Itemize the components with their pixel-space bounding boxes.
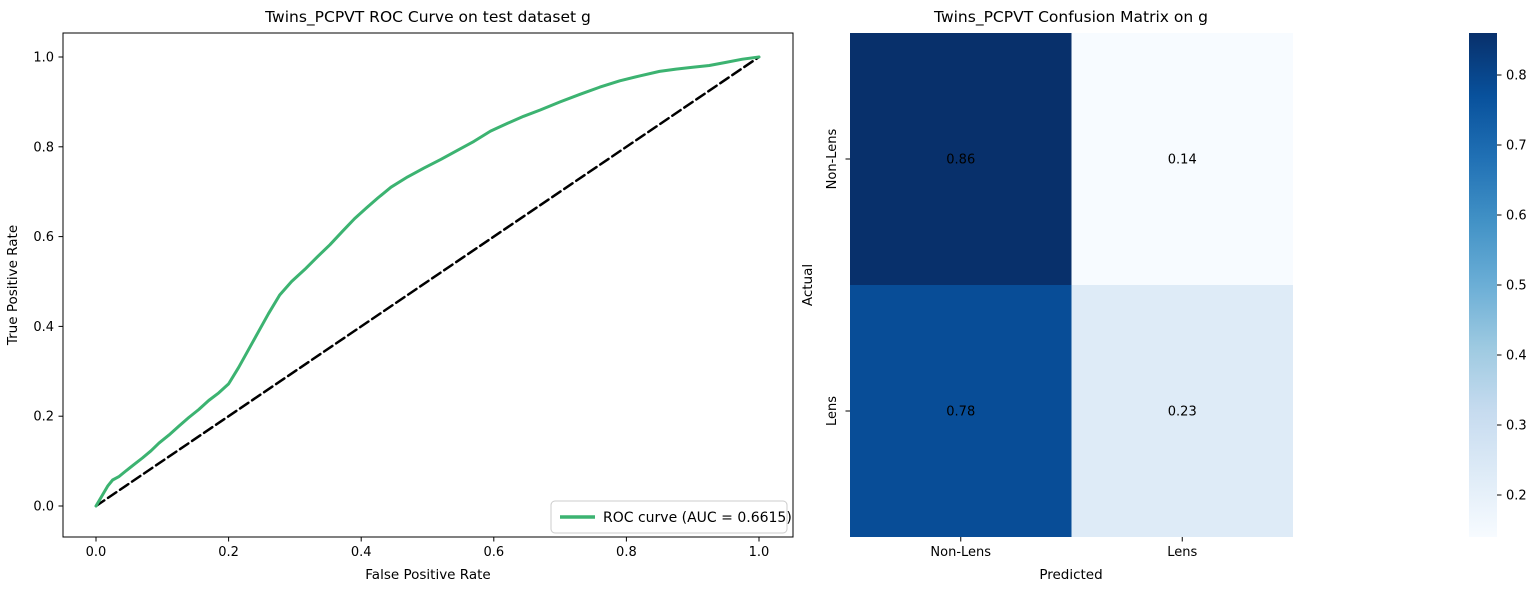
cm-title: Twins_PCPVT Confusion Matrix on g — [933, 8, 1208, 27]
y-tick-label: 0.4 — [33, 320, 54, 335]
colorbar-tick-label: 0.3 — [1506, 419, 1527, 434]
roc-y-ticks: 0.0 0.2 0.4 0.6 0.8 1.0 — [33, 51, 63, 515]
heatmap-cell — [850, 285, 1072, 537]
colorbar-tick-label: 0.6 — [1506, 209, 1527, 224]
y-tick-label: 0.6 — [33, 230, 54, 245]
roc-xlabel: False Positive Rate — [365, 567, 490, 583]
colorbar-tick-label: 0.4 — [1506, 349, 1527, 364]
x-tick-label: 0.6 — [483, 545, 504, 560]
roc-curve-line — [94, 55, 761, 508]
roc-series — [94, 55, 761, 508]
roc-legend: ROC curve (AUC = 0.6615) — [550, 500, 792, 534]
y-tick-label: 0.8 — [33, 140, 54, 155]
cm-y-tick-label: Non-Lens — [825, 128, 840, 189]
colorbar-tick-label: 0.5 — [1506, 279, 1527, 294]
legend-label: ROC curve (AUC = 0.6615) — [603, 510, 792, 526]
heatmap-cells: 0.86 0.14 0.78 0.23 — [850, 33, 1293, 537]
confusion-matrix-subplot: 0.86 0.14 0.78 0.23 Non-Lens Lens Non-Lens Le… — [800, 8, 1527, 583]
x-tick-label: 0.8 — [616, 545, 637, 560]
colorbar-tick-label: 0.7 — [1506, 139, 1527, 154]
y-tick-label: 1.0 — [33, 51, 54, 66]
heatmap-cell — [1071, 33, 1293, 285]
heatmap-cell-value: 0.78 — [946, 405, 975, 420]
cm-x-tick-label: Lens — [1167, 545, 1197, 560]
cm-x-tick-label: Non-Lens — [930, 545, 991, 560]
diagonal-reference-line — [94, 55, 761, 508]
cm-y-ticks: Non-Lens Lens — [825, 128, 850, 426]
heatmap-cell-value: 0.23 — [1168, 405, 1197, 420]
colorbar-tick-label: 0.2 — [1506, 489, 1527, 504]
heatmap-cell — [850, 33, 1072, 285]
y-tick-label: 0.0 — [33, 500, 54, 515]
heatmap-cell-value: 0.14 — [1168, 153, 1197, 168]
y-tick-label: 0.2 — [33, 410, 54, 425]
roc-subplot: 0.0 0.2 0.4 0.6 0.8 1.0 0.0 0.2 0.4 0.6 0.8 1.0 RO… — [5, 8, 794, 583]
colorbar-ticks: 0.2 0.3 0.4 0.5 0.6 0.7 0.8 — [1497, 69, 1527, 504]
roc-title: Twins_PCPVT ROC Curve on test dataset g — [264, 8, 591, 27]
x-tick-label: 0.2 — [218, 545, 239, 560]
cm-xlabel: Predicted — [1039, 567, 1102, 583]
roc-x-ticks: 0.0 0.2 0.4 0.6 0.8 1.0 — [86, 537, 770, 560]
cm-ylabel: Actual — [800, 264, 816, 306]
cm-x-ticks: Non-Lens Lens — [930, 537, 1197, 560]
x-tick-label: 0.4 — [351, 545, 372, 560]
colorbar — [1469, 33, 1497, 537]
cm-y-tick-label: Lens — [825, 396, 840, 426]
roc-ylabel: True Positive Rate — [5, 225, 21, 346]
x-tick-label: 0.0 — [86, 545, 107, 560]
heatmap-cell — [1071, 285, 1293, 537]
legend-box — [550, 500, 788, 534]
colorbar-tick-label: 0.8 — [1506, 69, 1527, 84]
heatmap-cell-value: 0.86 — [946, 153, 975, 168]
x-tick-label: 1.0 — [749, 545, 770, 560]
roc-axes-frame — [62, 32, 794, 538]
